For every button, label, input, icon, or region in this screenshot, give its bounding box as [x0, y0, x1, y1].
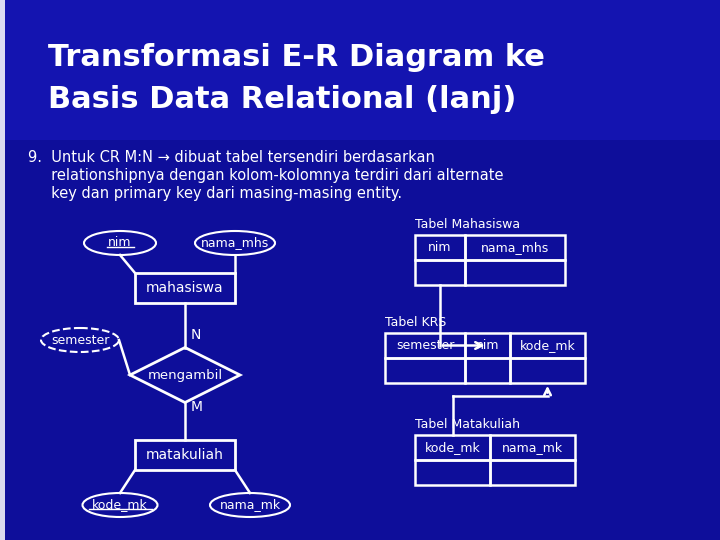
Text: nama_mhs: nama_mhs	[201, 237, 269, 249]
Text: Basis Data Relational (lanj): Basis Data Relational (lanj)	[48, 85, 516, 114]
Text: mengambil: mengambil	[148, 368, 222, 381]
Bar	[510, 358, 585, 383]
Bar	[415, 435, 490, 460]
Text: relationshipnya dengan kolom-kolomnya terdiri dari alternate: relationshipnya dengan kolom-kolomnya te…	[28, 168, 503, 183]
Text: Transformasi E-R Diagram ke: Transformasi E-R Diagram ke	[48, 43, 545, 72]
Bar	[135, 273, 235, 303]
Bar	[490, 435, 575, 460]
Bar	[465, 260, 565, 285]
Bar	[490, 460, 575, 485]
Text: Tabel Mahasiswa: Tabel Mahasiswa	[415, 218, 520, 231]
Bar	[415, 260, 465, 285]
Text: nim: nim	[428, 241, 451, 254]
Text: N: N	[191, 328, 202, 342]
Text: nama_mk: nama_mk	[220, 498, 281, 511]
Text: kode_mk: kode_mk	[520, 339, 575, 352]
Bar	[415, 235, 465, 260]
Text: kode_mk: kode_mk	[425, 441, 480, 454]
Bar	[385, 358, 465, 383]
Bar	[465, 333, 510, 358]
Bar	[510, 333, 585, 358]
Text: nim: nim	[476, 339, 499, 352]
Text: nama_mk: nama_mk	[502, 441, 563, 454]
Text: kode_mk: kode_mk	[92, 498, 148, 511]
Text: nim: nim	[108, 237, 132, 249]
Text: semester: semester	[51, 334, 109, 347]
Text: 9.  Untuk CR M:N → dibuat tabel tersendiri berdasarkan: 9. Untuk CR M:N → dibuat tabel tersendir…	[28, 150, 435, 165]
Bar	[465, 235, 565, 260]
Text: M: M	[191, 400, 203, 414]
Bar	[385, 333, 465, 358]
Text: semester: semester	[396, 339, 454, 352]
Bar	[465, 358, 510, 383]
Text: Tabel KRS: Tabel KRS	[385, 316, 446, 329]
Bar	[415, 460, 490, 485]
Bar	[0, 0, 720, 140]
Text: key dan primary key dari masing-masing entity.: key dan primary key dari masing-masing e…	[28, 186, 402, 201]
Text: Tabel Matakuliah: Tabel Matakuliah	[415, 418, 520, 431]
Text: matakuliah: matakuliah	[146, 448, 224, 462]
Bar	[135, 440, 235, 470]
Text: mahasiswa: mahasiswa	[146, 281, 224, 295]
Text: nama_mhs: nama_mhs	[481, 241, 549, 254]
Bar	[0, 0, 5, 540]
